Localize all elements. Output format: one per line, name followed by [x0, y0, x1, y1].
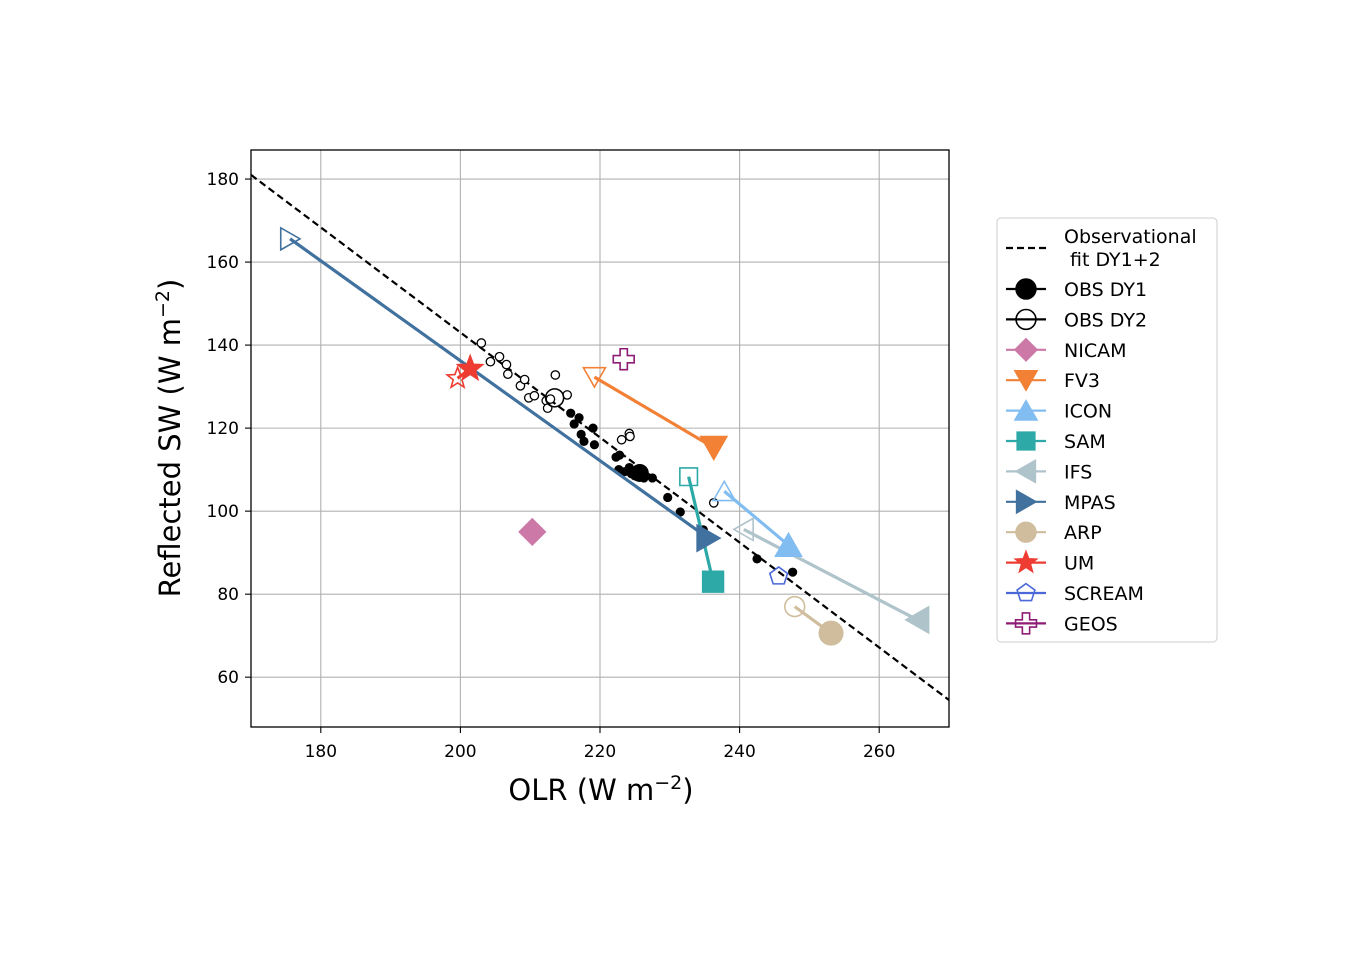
legend-label-fit-line: fit DY1+2	[1070, 249, 1161, 271]
legend-box	[996, 217, 1218, 643]
x-tick-label: 240	[723, 742, 755, 762]
y-tick-label: 140	[207, 336, 239, 356]
legend-label-arp: ARP	[1064, 522, 1102, 544]
obs-dy2-point	[501, 359, 512, 370]
mpas-connector-line	[289, 237, 710, 540]
obs-dy1-point	[614, 450, 625, 460]
legend-label-obs-dy1: OBS DY1	[1064, 279, 1147, 301]
obs-dy1-point	[569, 419, 579, 429]
legend-marker-sam	[1016, 431, 1036, 451]
legend-label-icon: ICON	[1064, 401, 1112, 423]
ifs-dy1-marker	[904, 605, 930, 635]
legend-label-sam: SAM	[1064, 431, 1106, 453]
legend-label-mpas: MPAS	[1064, 492, 1116, 514]
icon-dy1-marker	[774, 531, 803, 558]
legend-marker-arp	[1015, 521, 1037, 543]
legend-label-fit: Observational fit DY1+2	[1064, 226, 1197, 271]
legend-label-um: UM	[1064, 553, 1094, 575]
obs-dy2-point	[529, 390, 540, 401]
legend-marker-ifs	[1014, 459, 1037, 484]
ifs-connector-line	[743, 527, 919, 622]
x-tick-label: 200	[444, 742, 476, 762]
obs-dy1-point	[788, 567, 798, 577]
obs-dy1-point	[579, 436, 589, 447]
obs-dy2-point	[503, 369, 513, 380]
y-tick-label: 180	[207, 170, 239, 190]
legend-marker-scream	[1016, 582, 1036, 602]
nicam-dy1-marker	[518, 517, 547, 547]
obs-dy1-point	[566, 408, 576, 418]
legend-marker-obs-dy1	[1015, 278, 1037, 300]
y-tick-label: 80	[217, 585, 239, 605]
geos-dy2-marker	[612, 347, 635, 371]
obs-dy1-point	[589, 440, 600, 450]
legend-marker-icon	[1013, 399, 1039, 421]
fit-line-layer	[251, 174, 949, 701]
fv3-dy2-marker	[582, 366, 607, 389]
y-tick-label: 120	[207, 419, 239, 439]
x-axis-title: OLR (W m−2)	[508, 772, 693, 807]
mpas-dy2-marker	[279, 226, 302, 252]
legend-label-geos: GEOS	[1064, 613, 1118, 635]
arp-dy2-marker	[784, 595, 806, 618]
legend-marker-obs-dy2	[1015, 308, 1037, 331]
obs-dy1-point	[752, 554, 762, 564]
legend-label-ifs: IFS	[1064, 461, 1092, 483]
um-dy1-marker	[455, 353, 485, 382]
y-tick-label: 60	[217, 668, 239, 688]
y-axis-title: Reflected SW (W m−2)	[152, 279, 187, 598]
obs-dy2-point	[625, 431, 635, 442]
legend-label-obs-dy2: OBS DY2	[1064, 309, 1147, 331]
y-tick-label: 100	[207, 502, 239, 522]
legend-marker-geos	[1014, 612, 1038, 635]
fv3-connector-line	[593, 375, 715, 450]
model-points	[279, 226, 930, 646]
y-tick-label: 160	[207, 253, 239, 273]
observational-fit-line	[251, 174, 949, 701]
legend-label-fit-line: Observational	[1064, 226, 1197, 248]
legend-marker-fv3	[1013, 370, 1039, 392]
x-tick-label: 220	[584, 742, 616, 762]
sam-dy2-marker	[679, 467, 699, 487]
obs-dy1-point	[576, 429, 586, 439]
obs-dy2-point	[476, 338, 487, 348]
legend-marker-nicam	[1013, 337, 1039, 362]
sam-dy1-marker	[701, 570, 725, 593]
legend-label-scream: SCREAM	[1064, 583, 1144, 605]
obs-dy1-mean-point	[630, 463, 649, 482]
obs-dy1-point	[574, 413, 584, 423]
grid	[251, 150, 949, 727]
legend-marker-mpas	[1015, 489, 1038, 515]
obs-dy2-point	[485, 356, 496, 367]
obs-dy2-mean-point	[544, 388, 565, 408]
obs-dy1-point	[663, 492, 673, 503]
observation-points	[476, 338, 798, 577]
obs-dy1-point	[675, 507, 685, 517]
obs-dy2-point	[494, 351, 505, 362]
obs-dy2-point	[519, 374, 530, 385]
legend-label-nicam: NICAM	[1064, 340, 1126, 362]
arp-dy1-marker	[818, 620, 844, 646]
obs-dy2-point	[616, 434, 627, 445]
obs-dy1-point	[588, 423, 598, 433]
legend-label-fv3: FV3	[1064, 370, 1100, 392]
legend-marker-um	[1013, 549, 1039, 574]
fv3-dy1-marker	[699, 435, 729, 461]
obs-dy2-point	[550, 370, 561, 380]
ifs-dy2-marker	[732, 517, 754, 542]
mpas-dy1-marker	[696, 523, 722, 553]
scream-dy2-marker	[768, 565, 789, 585]
icon-dy2-marker	[711, 479, 737, 502]
x-tick-label: 260	[863, 742, 895, 762]
legend: Observational fit DY1+2 OBS DY1 OBS DY2 NICA…	[996, 217, 1218, 643]
axis-ticks: 180 200 220 240 260 60 80 100 120 140 160 180	[207, 170, 896, 762]
x-tick-label: 180	[305, 742, 337, 762]
obs-dy1-point	[647, 473, 657, 483]
